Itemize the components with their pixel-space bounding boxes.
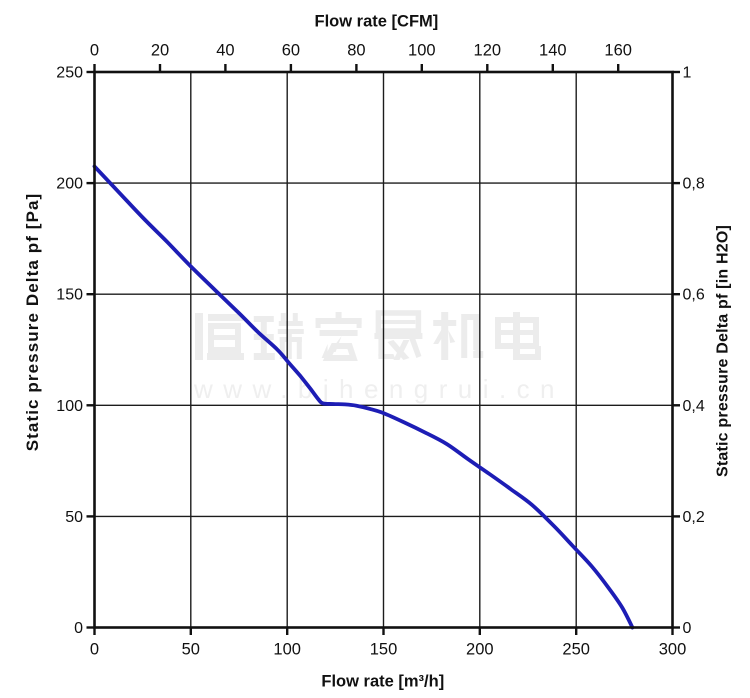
svg-text:160: 160 [604,42,632,60]
svg-text:0,4: 0,4 [683,398,705,415]
svg-text:140: 140 [539,42,567,60]
svg-text:200: 200 [56,176,83,193]
svg-text:0,6: 0,6 [683,287,705,304]
svg-text:50: 50 [65,509,83,526]
svg-text:20: 20 [151,42,169,60]
svg-text:www.bjhengrui.cn: www.bjhengrui.cn [193,374,565,404]
svg-text:120: 120 [474,42,502,60]
svg-text:100: 100 [56,398,83,415]
svg-text:Static pressure Delta pf [in H: Static pressure Delta pf [in H2O] [715,225,732,477]
svg-text:150: 150 [56,287,83,304]
svg-text:200: 200 [466,641,494,659]
svg-text:40: 40 [216,42,234,60]
svg-text:50: 50 [182,641,200,659]
svg-text:0,8: 0,8 [683,176,705,193]
svg-text:0: 0 [683,620,692,637]
svg-text:100: 100 [273,641,301,659]
svg-text:Flow rate [CFM]: Flow rate [CFM] [315,12,439,30]
svg-text:60: 60 [282,42,300,60]
svg-text:100: 100 [408,42,436,60]
svg-text:Flow rate [m³/h]: Flow rate [m³/h] [321,673,444,691]
svg-text:80: 80 [347,42,365,60]
svg-text:250: 250 [562,641,590,659]
svg-text:0,2: 0,2 [683,509,705,526]
svg-text:150: 150 [370,641,398,659]
svg-text:300: 300 [659,641,687,659]
svg-text:250: 250 [56,65,83,82]
svg-text:Static pressure Delta pf [Pa]: Static pressure Delta pf [Pa] [23,193,42,452]
svg-text:0: 0 [90,42,99,60]
svg-text:1: 1 [683,65,692,82]
svg-text:0: 0 [74,620,83,637]
svg-text:0: 0 [90,641,99,659]
